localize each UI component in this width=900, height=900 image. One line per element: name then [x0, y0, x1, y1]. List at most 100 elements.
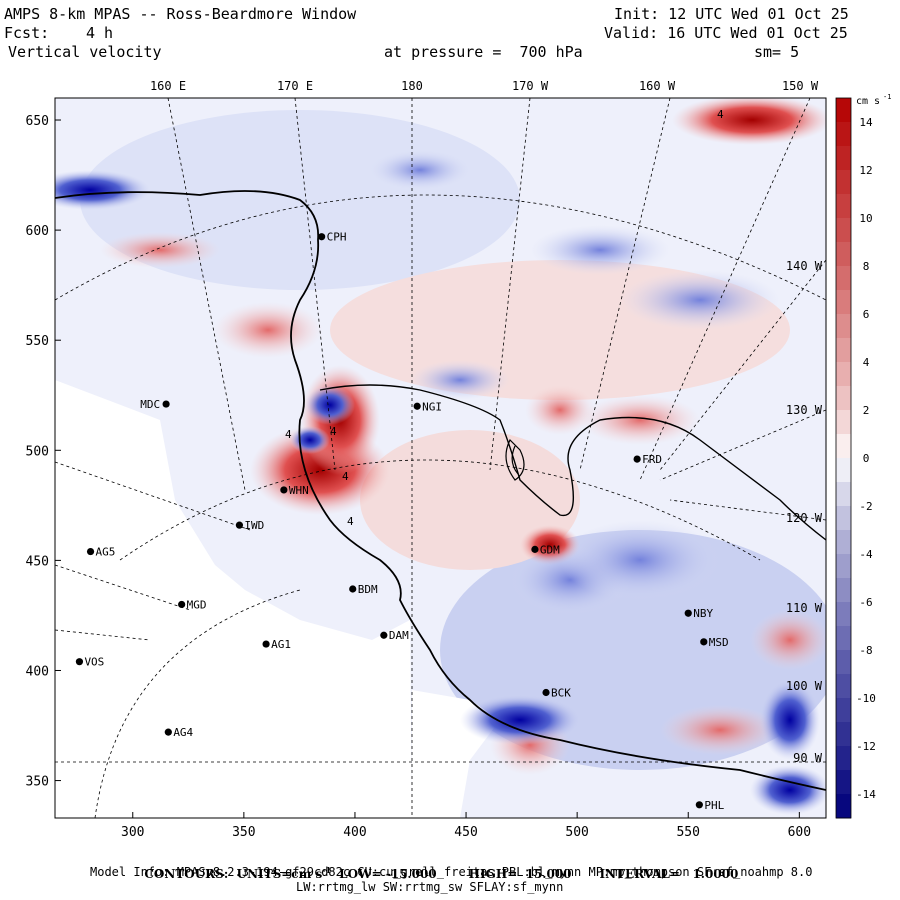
colorbar-segment	[836, 722, 851, 747]
stations: CPH MDC NGI FRD WHN IWD AG5 GDM MGD BDM NBY DAM AG1 M…	[75, 108, 729, 812]
station-marker	[235, 521, 244, 529]
colorbar-units-exponent: -1	[883, 93, 891, 101]
colorbar-tick-label: 8	[863, 260, 870, 273]
colorbar-tick-label: 0	[863, 452, 870, 465]
lon-label-edge: 90 W	[793, 751, 823, 765]
contour-label: 4	[347, 515, 354, 528]
colorbar-segment	[836, 626, 851, 651]
colorbar-segment	[836, 746, 851, 771]
colorbar-segment	[836, 242, 851, 267]
plot-title: AMPS 8-km MPAS -- Ross-Beardmore Window	[4, 5, 357, 23]
model-info: Model Info: MPASv8.2.3-194-gf29cd82c CU:…	[90, 865, 813, 879]
colorbar-tick-label: 14	[859, 116, 873, 129]
station-label: BCK	[551, 686, 571, 699]
colorbar-segment	[836, 698, 851, 723]
station-ag1: AG1	[262, 638, 291, 651]
station-marker	[542, 688, 550, 697]
colorbar-frame	[835, 97, 852, 819]
colorbar-segment	[836, 98, 851, 123]
lon-label-top: 180	[401, 79, 423, 93]
colorbar-tick-label: -12	[856, 740, 876, 753]
station-gdm: GDM	[531, 543, 560, 556]
colorbar-segment	[836, 410, 851, 435]
station-marker	[178, 600, 186, 609]
colorbar-segment	[836, 554, 851, 579]
station-mdc: MDC	[140, 398, 170, 411]
colorbar-segment	[836, 650, 851, 675]
station-ngi: NGI	[413, 400, 442, 413]
colorbar-segment	[836, 506, 851, 531]
station-mgd: MGD	[178, 598, 207, 611]
y-tick-label-450: 450	[26, 554, 49, 569]
station-marker	[380, 631, 388, 639]
graticule	[55, 98, 826, 818]
station-vos: VOS	[75, 656, 104, 669]
colorbar-segment	[836, 266, 851, 291]
colorbar-segment	[836, 122, 851, 147]
contours-low: LOW= -15.000	[339, 867, 437, 881]
station-frd: FRD	[633, 453, 662, 466]
station-marker	[262, 640, 270, 648]
station-marker	[318, 233, 326, 241]
colorbar: 14 12 10 8 6 4 2 0 -2 -4 -6 -8 -10 -12 -14 cm s -1	[835, 93, 891, 819]
station-label: PHL	[704, 799, 724, 812]
colorbar-tick-label: 2	[863, 404, 870, 417]
lon-label-top: 160 E	[150, 79, 186, 93]
colorbar-tick-label: -6	[859, 596, 872, 609]
lon-label-edge: 100 W	[786, 679, 823, 693]
model-info-2: LW:rrtmg_lw SW:rrtmg_sw SFLAY:sf_mynn	[296, 880, 564, 894]
station-marker	[531, 545, 539, 553]
station-marker	[75, 658, 84, 666]
station-label: GDM	[540, 543, 560, 556]
station-dam: DAM	[380, 629, 409, 642]
station-cph: CPH	[318, 231, 347, 244]
colorbar-segment	[836, 194, 851, 219]
colorbar-segment	[836, 290, 851, 315]
station-marker	[86, 547, 95, 556]
station-label: WHN	[289, 484, 309, 497]
station-label: AG4	[173, 726, 193, 739]
station-label: AG5	[96, 546, 116, 559]
colorbar-segment	[836, 602, 851, 627]
y-tick-label-650: 650	[26, 114, 49, 129]
station-marker	[349, 585, 357, 593]
ice-shelf-front	[319, 384, 826, 541]
colorbar-units: cm s	[856, 96, 880, 107]
contour-label: 4	[717, 108, 724, 121]
y-tick-label-400: 400	[26, 664, 49, 679]
station-label: MGD	[187, 598, 207, 611]
lon-label-top: 170 E	[277, 79, 313, 93]
station-bdm: BDM	[349, 583, 378, 596]
station-ag4: AG4	[164, 726, 194, 739]
colorbar-segment	[836, 482, 851, 507]
station-bck: BCK	[542, 686, 571, 699]
contour-label: 4	[285, 428, 292, 441]
x-tick-label-350: 350	[232, 825, 255, 840]
colorbar-segment	[836, 770, 851, 795]
colorbar-tick-label: -8	[859, 644, 872, 657]
station-marker	[164, 728, 172, 736]
lon-label-edge: 110 W	[786, 601, 823, 615]
colorbar-segment	[836, 314, 851, 339]
y-tick-label-500: 500	[26, 444, 49, 459]
x-tick-label-400: 400	[343, 825, 366, 840]
lon-label-top: 150 W	[782, 79, 819, 93]
coastline	[55, 190, 826, 791]
station-marker	[280, 486, 288, 494]
colorbar-tick-label: -4	[859, 548, 873, 561]
station-nby: NBY	[684, 607, 713, 620]
field-name: Vertical velocity	[8, 43, 162, 61]
station-marker	[413, 402, 421, 410]
station-label: MSD	[709, 636, 729, 649]
lon-label-top: 160 W	[639, 79, 676, 93]
lon-label-edge: 130 W	[786, 403, 823, 417]
y-tick-label-350: 350	[26, 775, 49, 790]
velocity-field	[55, 98, 826, 818]
colorbar-tick-label: -2	[859, 500, 872, 513]
station-marker	[700, 638, 708, 646]
colorbar-segment	[836, 386, 851, 411]
station-marker	[162, 400, 170, 408]
station-label: IWD	[244, 519, 264, 532]
station-label: NBY	[693, 607, 713, 620]
init-time: Init: 12 UTC Wed 01 Oct 25	[614, 5, 849, 23]
